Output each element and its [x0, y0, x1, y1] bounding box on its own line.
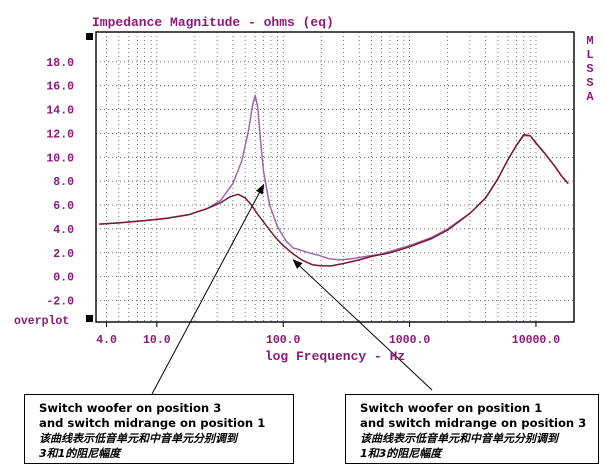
overplot-label: overplot	[14, 315, 69, 328]
annotation-right-cn-line1: 该曲线表示低音单元和中音单元分别调到	[360, 432, 558, 445]
y-tick-label: 14.0	[46, 105, 74, 118]
annotation-arrow-left	[151, 183, 265, 395]
annotation-box-left: Switch woofer on position 3 and switch m…	[24, 394, 294, 464]
brand-letter: L	[586, 48, 593, 62]
annotation-right-line2: and switch midrange on position 3	[360, 416, 587, 430]
x-axis-label: log Frequency - Hz	[265, 349, 405, 364]
x-tick-label: 1000.0	[389, 334, 431, 347]
annotation-arrow-right	[292, 259, 433, 391]
x-tick-label: 10.0	[143, 334, 171, 347]
series-layer	[99, 94, 569, 267]
frame-corner-marker	[86, 315, 93, 322]
brand-letter: S	[586, 76, 593, 90]
annotation-box-right: Switch woofer on position 1 and switch m…	[345, 394, 599, 464]
x-tick-label: 100.0	[266, 334, 301, 347]
y-tick-label: 12.0	[46, 128, 74, 141]
y-tick-label: 2.0	[53, 248, 74, 261]
annotation-right-cn-line2: 1和3的阻尼幅度	[360, 447, 442, 460]
brand-letter: A	[586, 90, 594, 104]
y-tick-label: 4.0	[53, 224, 74, 237]
y-tick-label: 10.0	[46, 152, 74, 165]
y-tick-label: -2.0	[46, 296, 74, 309]
series-line-2	[99, 133, 569, 267]
y-tick-label: 16.0	[46, 81, 74, 94]
plot-frame	[95, 31, 575, 323]
y-tick-label: 0.0	[53, 272, 74, 285]
frame-corner-marker	[86, 33, 93, 40]
x-tick-label: 4.0	[96, 334, 117, 347]
annotation-left-cn-line2: 3和1的阻尼幅度	[39, 447, 121, 460]
annotation-left-line2: and switch midrange on position 1	[39, 416, 266, 430]
annotation-right-line1: Switch woofer on position 1	[360, 401, 543, 415]
annotation-left-cn-line1: 该曲线表示低音单元和中音单元分别调到	[39, 432, 237, 445]
x-gridlines	[106, 32, 575, 322]
y-tick-label: 6.0	[53, 200, 74, 213]
brand-letter: S	[586, 62, 593, 76]
annotation-arrows	[151, 183, 433, 395]
x-tick-label: 10000.0	[512, 334, 560, 347]
brand-letter: M	[586, 34, 593, 48]
y-axis-ticks: 18.0 16.0 14.0 12.0 10.0 8.0 6.0 4.0 2.0 0.0 -2.0	[46, 57, 74, 309]
y-tick-label: 8.0	[53, 176, 74, 189]
x-axis-ticks: 4.0 10.0 100.0 1000.0 10000.0	[96, 322, 560, 347]
y-tick-label: 18.0	[46, 57, 74, 70]
annotation-left-line1: Switch woofer on position 3	[39, 401, 222, 415]
chart-title: Impedance Magnitude - ohms (eq)	[92, 15, 334, 30]
